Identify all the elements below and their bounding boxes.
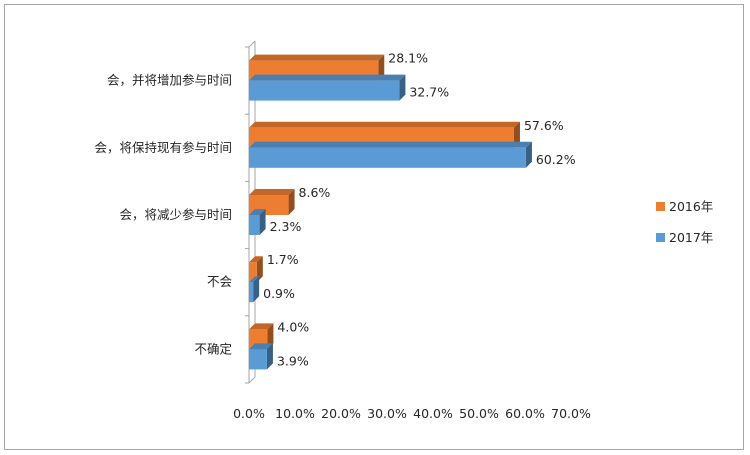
bar-side-face <box>259 209 266 235</box>
x-tick-label: 60.0% <box>505 406 545 421</box>
x-tick-label: 20.0% <box>321 406 361 421</box>
bar-top-face <box>249 74 406 81</box>
bar-top-face <box>249 343 273 350</box>
bar-front-face <box>249 215 260 235</box>
data-label: 3.9% <box>277 353 309 368</box>
category-label: 会，将保持现有参与时间 <box>94 140 232 155</box>
bar-series-2 <box>249 343 273 370</box>
bar-side-face <box>288 189 295 215</box>
bar-front-face <box>249 80 400 101</box>
bar-series-2 <box>249 141 532 168</box>
x-tick-label: 50.0% <box>459 406 499 421</box>
bar-top-face <box>249 54 385 61</box>
bars <box>249 54 532 370</box>
bar-top-face <box>249 141 532 148</box>
bar-series-2 <box>249 74 406 101</box>
bar-front-face <box>249 349 267 370</box>
bar-series-2 <box>249 209 266 235</box>
bar-series-1 <box>249 323 274 350</box>
bar-top-face <box>249 121 520 128</box>
category-label: 不确定 <box>194 341 232 356</box>
bar-front-face <box>249 282 254 303</box>
bar-side-face <box>525 141 532 168</box>
data-label: 28.1% <box>388 51 428 66</box>
legend: 2016年 2017年 <box>656 199 713 245</box>
data-label: 8.6% <box>299 185 331 200</box>
bar-side-face <box>513 121 520 148</box>
bar-top-face <box>249 276 260 283</box>
x-tick-label: 30.0% <box>367 406 407 421</box>
bar-side-face <box>267 323 274 350</box>
legend-swatch <box>656 202 665 211</box>
legend-label: 2017年 <box>669 230 713 245</box>
x-tick-label: 0.0% <box>233 406 265 421</box>
bar-side-face <box>256 256 263 283</box>
wall-bottom-edge <box>248 376 256 384</box>
category-label: 不会 <box>207 274 233 289</box>
bar-side-face <box>266 343 273 370</box>
legend-label: 2016年 <box>669 199 713 214</box>
data-label: 1.7% <box>267 252 299 267</box>
bar-chart: 28.1% 32.7% 57.6% 60.2% 8.6% 2.3% 1.7% 0.9% 4.0%… <box>94 40 713 421</box>
bar-series-2 <box>249 276 260 303</box>
data-label: 2.3% <box>270 219 302 234</box>
bar-side-face <box>253 276 260 303</box>
bar-top-face <box>249 209 266 215</box>
bar-front-face <box>249 262 257 283</box>
data-label: 4.0% <box>277 319 309 334</box>
data-labels: 28.1% 32.7% 57.6% 60.2% 8.6% 2.3% 1.7% 0.9% 4.0%… <box>263 51 576 369</box>
data-label: 60.2% <box>536 152 576 167</box>
category-label: 会，将减少参与时间 <box>119 207 232 222</box>
data-label: 0.9% <box>263 286 295 301</box>
chart-frame: 28.1% 32.7% 57.6% 60.2% 8.6% 2.3% 1.7% 0.9% 4.0%… <box>4 4 744 450</box>
data-label: 57.6% <box>524 118 564 133</box>
x-tick-labels: 0.0% 10.0% 20.0% 30.0% 40.0% 50.0% 60.0% 70.0% <box>233 406 591 421</box>
bar-series-1 <box>249 256 263 283</box>
x-tick-label: 40.0% <box>413 406 453 421</box>
category-label: 会，并将增加参与时间 <box>107 73 232 88</box>
bar-front-face <box>249 147 526 168</box>
data-label: 32.7% <box>409 85 449 100</box>
bar-side-face <box>399 74 406 101</box>
bar-top-face <box>249 189 295 195</box>
x-tick-label: 10.0% <box>275 406 315 421</box>
wall-top-edge <box>248 40 256 48</box>
legend-swatch <box>656 233 665 242</box>
bar-side-face <box>378 54 385 81</box>
bar-top-face <box>249 323 274 330</box>
bar-top-face <box>249 256 263 263</box>
x-tick-label: 70.0% <box>551 406 591 421</box>
